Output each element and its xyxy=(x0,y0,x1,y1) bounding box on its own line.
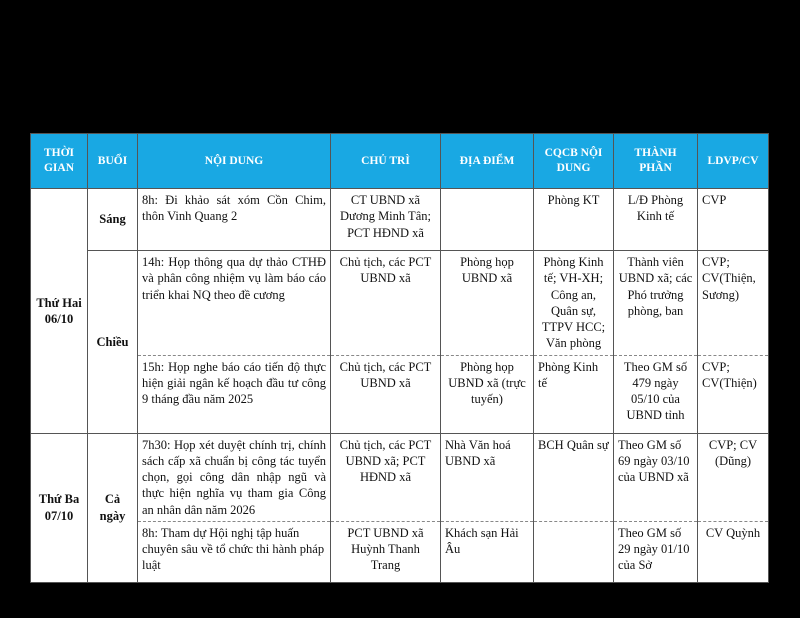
content-cell: 14h: Họp thông qua dự thảo CTHĐ và phân … xyxy=(137,250,331,356)
staff-cell: CVP xyxy=(697,188,769,251)
agency-cell: Phòng KT xyxy=(533,188,614,251)
participants-cell: Theo GM số 69 ngày 03/10 của UBND xã xyxy=(613,432,698,522)
participants-cell: Thành viên UBND xã; các Phó trưởng phòng… xyxy=(613,250,698,356)
header-host: CHỦ TRÌ xyxy=(330,133,441,189)
day-cell: Thứ Ba 07/10 xyxy=(30,432,88,583)
agency-cell: Phòng Kinh tế xyxy=(533,354,614,434)
session-cell: Sáng xyxy=(87,188,138,251)
header-session: BUỔI xyxy=(87,133,138,189)
table-row: Chiều 14h: Họp thông qua dự thảo CTHĐ và… xyxy=(31,250,769,434)
host-cell: PCT UBND xã Huỳnh Thanh Trang xyxy=(330,520,441,583)
header-location: ĐỊA ĐIỂM xyxy=(440,133,534,189)
host-cell: Chủ tịch, các PCT UBND xã xyxy=(330,354,441,434)
location-cell: Phòng họp UBND xã xyxy=(440,250,534,356)
agency-cell: Phòng Kinh tế; VH-XH; Công an, Quân sự, … xyxy=(533,250,614,356)
content-cell: 7h30: Họp xét duyệt chính trị, chính sác… xyxy=(137,432,331,522)
staff-cell: CVP; CV(Thiện) xyxy=(697,354,769,434)
staff-cell: CVP; CV(Thiện, Sương) xyxy=(697,250,769,356)
schedule-table: THỜI GIAN BUỔI NỘI DUNG CHỦ TRÌ ĐỊA ĐIỂM… xyxy=(30,133,769,583)
location-cell: Khách sạn Hải Âu xyxy=(440,520,534,583)
content-cell: 8h: Đi khảo sát xóm Cồn Chim, thôn Vinh … xyxy=(137,188,331,251)
session-cell: Chiều xyxy=(87,250,138,434)
header-participants: THÀNH PHẦN xyxy=(613,133,698,189)
host-cell: CT UBND xã Dương Minh Tân; PCT HĐND xã xyxy=(330,188,441,251)
agency-cell xyxy=(533,520,614,583)
participants-cell: Theo GM số 29 ngày 01/10 của Sở xyxy=(613,520,698,583)
host-cell: Chủ tịch, các PCT UBND xã xyxy=(330,250,441,356)
participants-cell: Theo GM số 479 ngày 05/10 của UBND tỉnh xyxy=(613,354,698,434)
header-staff: LDVP/CV xyxy=(697,133,769,189)
header-row: THỜI GIAN BUỔI NỘI DUNG CHỦ TRÌ ĐỊA ĐIỂM… xyxy=(30,133,769,189)
day-cell: Thứ Hai 06/10 xyxy=(30,188,88,434)
location-cell xyxy=(440,188,534,251)
participants-cell: L/Đ Phòng Kinh tế xyxy=(613,188,698,251)
header-agency: CQCB NỘI DUNG xyxy=(533,133,614,189)
location-cell: Nhà Văn hoá UBND xã xyxy=(440,432,534,522)
table-row: 8h: Tham dự Hội nghị tập huấn chuyên sâu… xyxy=(31,520,769,583)
staff-cell: CV Quỳnh xyxy=(697,520,769,583)
content-cell: 8h: Tham dự Hội nghị tập huấn chuyên sâu… xyxy=(137,520,331,583)
table-row: 15h: Họp nghe báo cáo tiến độ thực hiện … xyxy=(31,354,769,434)
host-cell: Chủ tịch, các PCT UBND xã; PCT HĐND xã xyxy=(330,432,441,522)
table-row: Thứ Ba 07/10 Cả ngày 7h30: Họp xét duyệt… xyxy=(30,432,769,583)
table-row: Thứ Hai 06/10 Sáng 8h: Đi khảo sát xóm C… xyxy=(30,188,769,434)
content-cell: 15h: Họp nghe báo cáo tiến độ thực hiện … xyxy=(137,354,331,434)
location-cell: Phòng họp UBND xã (trực tuyến) xyxy=(440,354,534,434)
header-time: THỜI GIAN xyxy=(30,133,88,189)
session-cell: Cả ngày xyxy=(87,432,138,583)
agency-cell: BCH Quân sự xyxy=(533,432,614,522)
header-content: NỘI DUNG xyxy=(137,133,331,189)
staff-cell: CVP; CV (Dũng) xyxy=(697,432,769,522)
